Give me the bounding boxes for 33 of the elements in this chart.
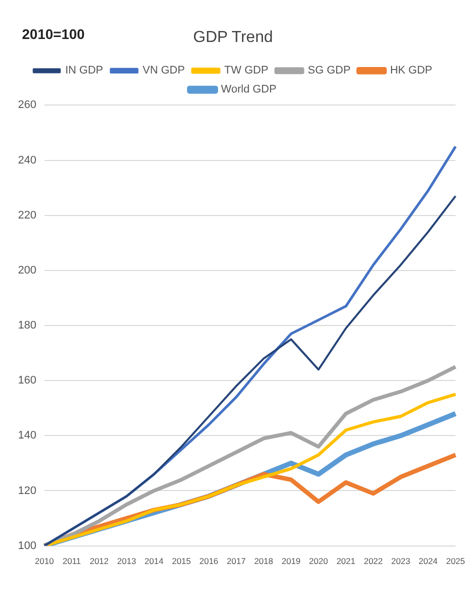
y-tick-label: 180	[18, 320, 36, 332]
legend-label: TW GDP	[224, 64, 268, 77]
x-tick-label: 2015	[172, 556, 192, 566]
y-tick-label: 160	[18, 374, 36, 387]
x-tick-label: 2017	[226, 556, 246, 566]
x-tick-label: 2012	[90, 556, 109, 566]
x-tick-label: 2010	[34, 556, 54, 566]
x-tick-label: 2022	[364, 556, 384, 566]
x-tick-label: 2018	[254, 556, 274, 566]
legend-label: World GDP	[221, 84, 276, 96]
y-tick-label: 100	[18, 540, 36, 552]
x-tick-label: 2014	[144, 556, 164, 566]
y-axis-title: 2010=100	[22, 26, 85, 42]
legend-label: HK GDP	[390, 64, 432, 77]
chart-title: GDP Trend	[193, 29, 273, 46]
y-tick-label: 140	[18, 430, 36, 442]
x-tick-label: 2021	[336, 556, 356, 566]
y-tick-label: 220	[18, 209, 36, 222]
y-tick-label: 260	[18, 99, 36, 112]
y-tick-label: 120	[18, 484, 36, 497]
x-tick-label: 2020	[309, 556, 328, 566]
legend-label: SG GDP	[308, 64, 351, 77]
legend-label: VN GDP	[142, 64, 185, 77]
x-tick-label: 2013	[117, 556, 136, 566]
x-tick-label: 2011	[62, 556, 82, 566]
x-tick-label: 2023	[391, 556, 410, 566]
x-tick-label: 2016	[199, 556, 219, 566]
legend-label: IN GDP	[65, 64, 104, 77]
x-tick-label: 2019	[282, 556, 301, 566]
y-tick-label: 200	[18, 264, 36, 276]
y-tick-label: 240	[18, 154, 36, 166]
x-tick-label: 2024	[418, 556, 438, 566]
x-tick-label: 2025	[446, 556, 466, 566]
